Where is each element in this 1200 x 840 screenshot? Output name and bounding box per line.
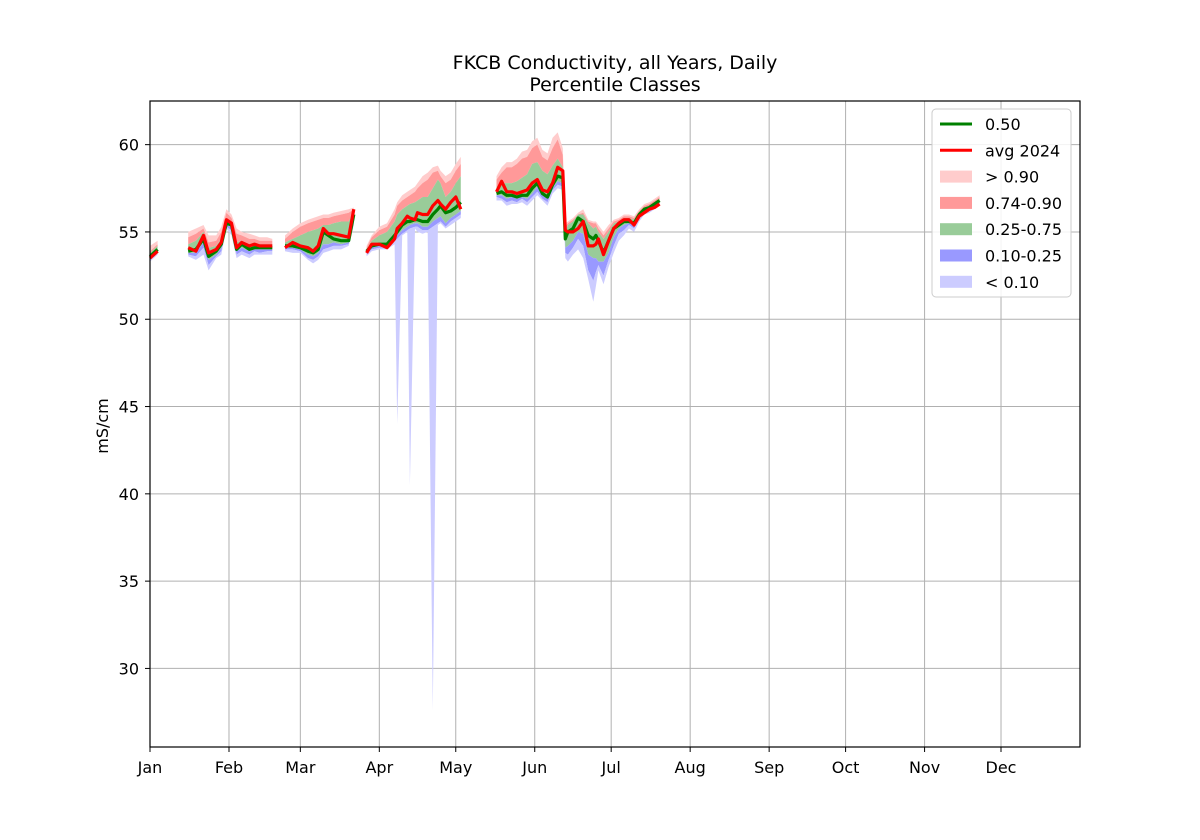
legend-swatch-patch bbox=[940, 275, 972, 288]
legend-label: < 0.10 bbox=[985, 273, 1039, 292]
x-tick-label: Feb bbox=[215, 758, 243, 777]
x-tick-label: Sep bbox=[754, 758, 784, 777]
series-lines bbox=[148, 165, 661, 260]
band-above-90 bbox=[150, 240, 158, 252]
series-line-avg bbox=[187, 218, 273, 255]
x-tick-label: Oct bbox=[832, 758, 860, 777]
band-25-75 bbox=[366, 176, 461, 253]
x-tick-label: Jun bbox=[521, 758, 547, 777]
legend-label: 0.74-0.90 bbox=[985, 194, 1062, 213]
x-tick-label: Apr bbox=[365, 758, 393, 777]
legend-swatch-patch bbox=[940, 223, 972, 236]
band-10-25 bbox=[285, 218, 354, 260]
series-line-avg bbox=[365, 195, 463, 254]
y-tick-label: 35 bbox=[119, 572, 139, 591]
y-tick-label: 50 bbox=[119, 310, 139, 329]
y-tick-label: 60 bbox=[119, 136, 139, 155]
x-tick-label: Aug bbox=[675, 758, 706, 777]
legend-swatch-patch bbox=[940, 170, 972, 183]
y-tick-label: 30 bbox=[119, 659, 139, 678]
band-below-10 bbox=[285, 221, 354, 264]
y-tick-label: 40 bbox=[119, 485, 139, 504]
grid bbox=[149, 101, 1080, 747]
legend-swatch-patch bbox=[940, 196, 972, 209]
band-74-90 bbox=[285, 209, 354, 243]
x-tick-label: May bbox=[439, 758, 472, 777]
x-tick-label: Jul bbox=[601, 758, 621, 777]
band-74-90 bbox=[188, 212, 273, 248]
y-tick-label: 45 bbox=[119, 398, 139, 417]
chart-subtitle: Percentile Classes bbox=[529, 74, 700, 96]
series-line-avg bbox=[284, 208, 356, 253]
legend-swatch-patch bbox=[940, 249, 972, 262]
legend-label: 0.50 bbox=[985, 115, 1021, 134]
chart-title: FKCB Conductivity, all Years, Daily bbox=[453, 52, 778, 74]
legend-label: 0.25-0.75 bbox=[985, 220, 1062, 239]
axis-ticks: Jan Feb Mar Apr May Jun Jul Aug Sep Oct Nov Dec 30 35… bbox=[119, 136, 1017, 777]
x-tick-label: Mar bbox=[285, 758, 316, 777]
band-below-10 bbox=[496, 184, 660, 302]
x-tick-label: Nov bbox=[909, 758, 940, 777]
series-line-avg bbox=[495, 165, 661, 257]
legend-label: 0.10-0.25 bbox=[985, 247, 1062, 266]
band-74-90 bbox=[150, 244, 158, 253]
plot-frame bbox=[149, 100, 1081, 748]
y-tick-label: 55 bbox=[119, 223, 139, 242]
legend-label: avg 2024 bbox=[985, 141, 1060, 160]
y-axis-label: mS/cm bbox=[93, 398, 112, 454]
legend-label: > 0.90 bbox=[985, 168, 1039, 187]
series-line-avg bbox=[148, 250, 159, 260]
x-tick-label: Dec bbox=[986, 758, 1017, 777]
band-above-90 bbox=[285, 207, 354, 239]
band-above-90 bbox=[188, 209, 273, 243]
legend: 0.50 avg 2024 > 0.90 0.74-0.90 0.25-0.75 0.10… bbox=[931, 108, 1072, 298]
x-tick-label: Jan bbox=[137, 758, 163, 777]
